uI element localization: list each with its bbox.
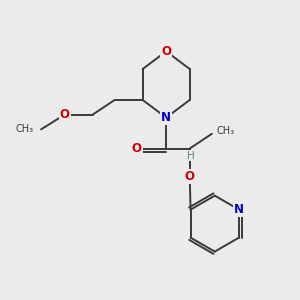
Text: CH₃: CH₃ [216, 126, 234, 136]
Text: O: O [161, 45, 171, 58]
Text: CH₃: CH₃ [16, 124, 34, 134]
Text: O: O [132, 142, 142, 155]
Text: O: O [185, 170, 195, 183]
Text: O: O [60, 108, 70, 121]
Text: N: N [161, 111, 171, 124]
Text: H: H [187, 151, 195, 161]
Text: N: N [234, 203, 244, 216]
